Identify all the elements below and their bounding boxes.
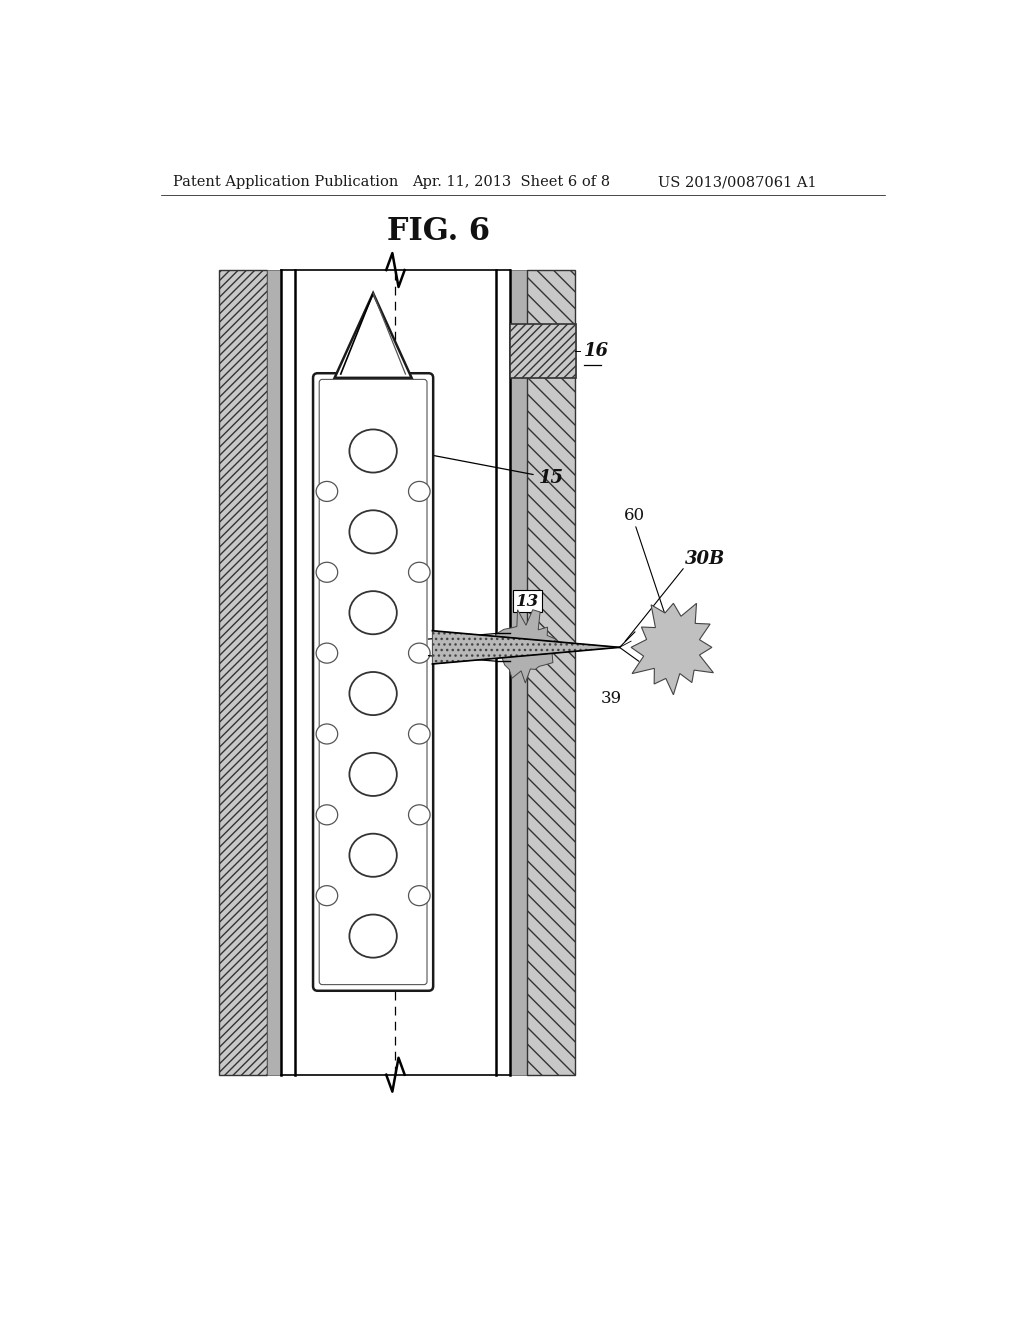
Polygon shape: [631, 603, 714, 694]
Ellipse shape: [316, 723, 338, 744]
Ellipse shape: [349, 591, 397, 635]
Bar: [510, 323, 577, 378]
Ellipse shape: [316, 886, 338, 906]
Bar: [510, 271, 527, 1074]
Ellipse shape: [316, 482, 338, 502]
Ellipse shape: [349, 915, 397, 958]
FancyBboxPatch shape: [313, 374, 433, 991]
Text: US 2013/0087061 A1: US 2013/0087061 A1: [658, 176, 816, 189]
Text: 60: 60: [625, 507, 645, 524]
Ellipse shape: [349, 429, 397, 473]
Text: 30B: 30B: [685, 550, 725, 568]
Polygon shape: [496, 610, 558, 682]
Ellipse shape: [349, 511, 397, 553]
Ellipse shape: [409, 805, 430, 825]
Ellipse shape: [316, 643, 338, 663]
Text: 13: 13: [516, 593, 540, 610]
Text: FIG. 6: FIG. 6: [387, 216, 490, 247]
Ellipse shape: [409, 562, 430, 582]
Text: Apr. 11, 2013  Sheet 6 of 8: Apr. 11, 2013 Sheet 6 of 8: [412, 176, 609, 189]
Polygon shape: [432, 631, 620, 664]
Bar: [219, 271, 267, 1074]
Ellipse shape: [349, 834, 397, 876]
Bar: [295, 271, 497, 1074]
Ellipse shape: [409, 886, 430, 906]
Ellipse shape: [409, 723, 430, 744]
Ellipse shape: [316, 805, 338, 825]
Ellipse shape: [316, 562, 338, 582]
Ellipse shape: [409, 482, 430, 502]
Polygon shape: [335, 293, 412, 378]
Bar: [267, 271, 281, 1074]
Ellipse shape: [349, 672, 397, 715]
Text: Patent Application Publication: Patent Application Publication: [173, 176, 398, 189]
Text: 39: 39: [601, 689, 623, 706]
Bar: [527, 271, 574, 1074]
Ellipse shape: [349, 752, 397, 796]
Text: 15: 15: [433, 455, 563, 487]
Text: 16: 16: [584, 342, 609, 360]
Ellipse shape: [409, 643, 430, 663]
